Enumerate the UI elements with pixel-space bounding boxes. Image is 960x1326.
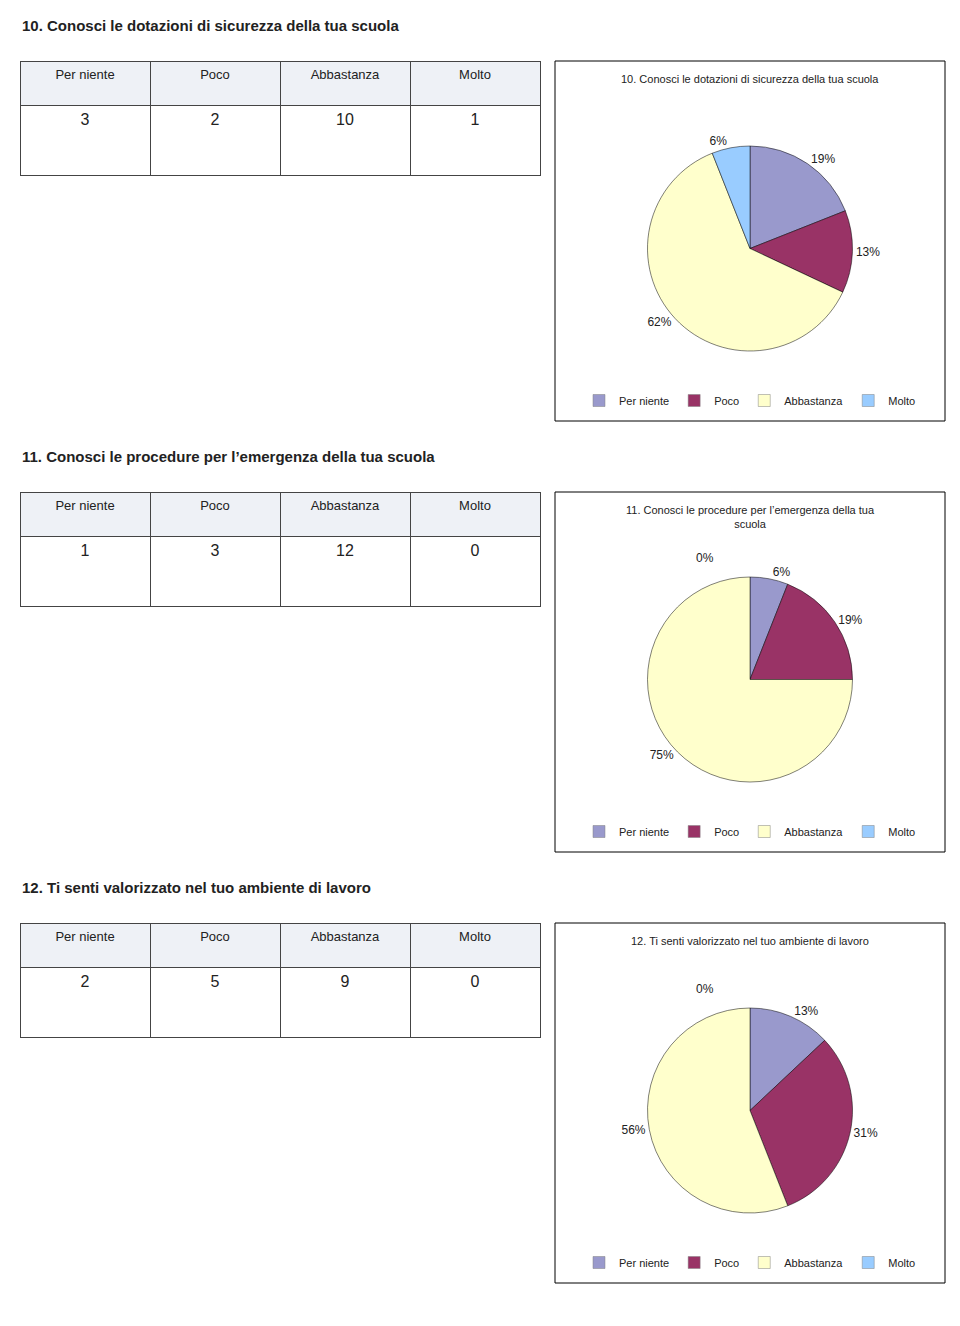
- svg-text:Abbastanza: Abbastanza: [311, 67, 380, 82]
- svg-text:11. Conosci le procedure per l: 11. Conosci le procedure per l’emergenza…: [22, 448, 435, 465]
- svg-text:0%: 0%: [696, 982, 714, 996]
- svg-text:6%: 6%: [710, 134, 728, 148]
- svg-text:12: 12: [336, 542, 354, 559]
- svg-text:19%: 19%: [838, 613, 862, 627]
- svg-text:1: 1: [471, 111, 480, 128]
- svg-text:Molto: Molto: [888, 826, 915, 838]
- svg-text:Abbastanza: Abbastanza: [784, 395, 843, 407]
- svg-text:Poco: Poco: [200, 67, 230, 82]
- svg-text:13%: 13%: [794, 1004, 818, 1018]
- svg-text:Poco: Poco: [714, 826, 739, 838]
- svg-text:Per niente: Per niente: [55, 498, 114, 513]
- svg-text:2: 2: [81, 973, 90, 990]
- svg-text:0: 0: [471, 542, 480, 559]
- svg-text:12. Ti senti valorizzato nel t: 12. Ti senti valorizzato nel tuo ambient…: [22, 879, 371, 896]
- svg-text:Abbastanza: Abbastanza: [311, 498, 380, 513]
- svg-text:0%: 0%: [696, 551, 714, 565]
- svg-text:1: 1: [81, 542, 90, 559]
- svg-text:5: 5: [211, 973, 220, 990]
- svg-text:Per niente: Per niente: [55, 67, 114, 82]
- svg-text:6%: 6%: [773, 565, 791, 579]
- svg-text:Molto: Molto: [888, 395, 915, 407]
- svg-text:Abbastanza: Abbastanza: [311, 929, 380, 944]
- svg-text:10. Conosci le dotazioni di si: 10. Conosci le dotazioni di sicurezza de…: [621, 73, 879, 85]
- svg-text:Poco: Poco: [714, 1257, 739, 1269]
- svg-text:Poco: Poco: [200, 929, 230, 944]
- svg-text:Per niente: Per niente: [619, 826, 669, 838]
- svg-text:0: 0: [471, 973, 480, 990]
- svg-text:31%: 31%: [854, 1126, 878, 1140]
- svg-text:10: 10: [336, 111, 354, 128]
- svg-text:11. Conosci le procedure per l: 11. Conosci le procedure per l’emergenza…: [626, 504, 875, 530]
- svg-text:3: 3: [211, 542, 220, 559]
- svg-text:13%: 13%: [856, 245, 880, 259]
- svg-text:Per niente: Per niente: [619, 395, 669, 407]
- svg-text:19%: 19%: [811, 152, 835, 166]
- svg-text:Molto: Molto: [459, 498, 491, 513]
- svg-text:56%: 56%: [621, 1123, 645, 1137]
- svg-text:75%: 75%: [650, 748, 674, 762]
- svg-text:Molto: Molto: [888, 1257, 915, 1269]
- svg-text:10. Conosci le dotazioni di si: 10. Conosci le dotazioni di sicurezza de…: [22, 17, 399, 34]
- svg-text:2: 2: [211, 111, 220, 128]
- svg-text:Poco: Poco: [714, 395, 739, 407]
- svg-text:12. Ti senti valorizzato nel t: 12. Ti senti valorizzato nel tuo ambient…: [631, 935, 869, 947]
- svg-text:Molto: Molto: [459, 929, 491, 944]
- svg-text:Per niente: Per niente: [55, 929, 114, 944]
- svg-text:Poco: Poco: [200, 498, 230, 513]
- svg-text:Abbastanza: Abbastanza: [784, 1257, 843, 1269]
- svg-text:Molto: Molto: [459, 67, 491, 82]
- svg-text:62%: 62%: [647, 315, 671, 329]
- svg-text:Abbastanza: Abbastanza: [784, 826, 843, 838]
- svg-text:3: 3: [81, 111, 90, 128]
- svg-text:9: 9: [341, 973, 350, 990]
- svg-text:Per niente: Per niente: [619, 1257, 669, 1269]
